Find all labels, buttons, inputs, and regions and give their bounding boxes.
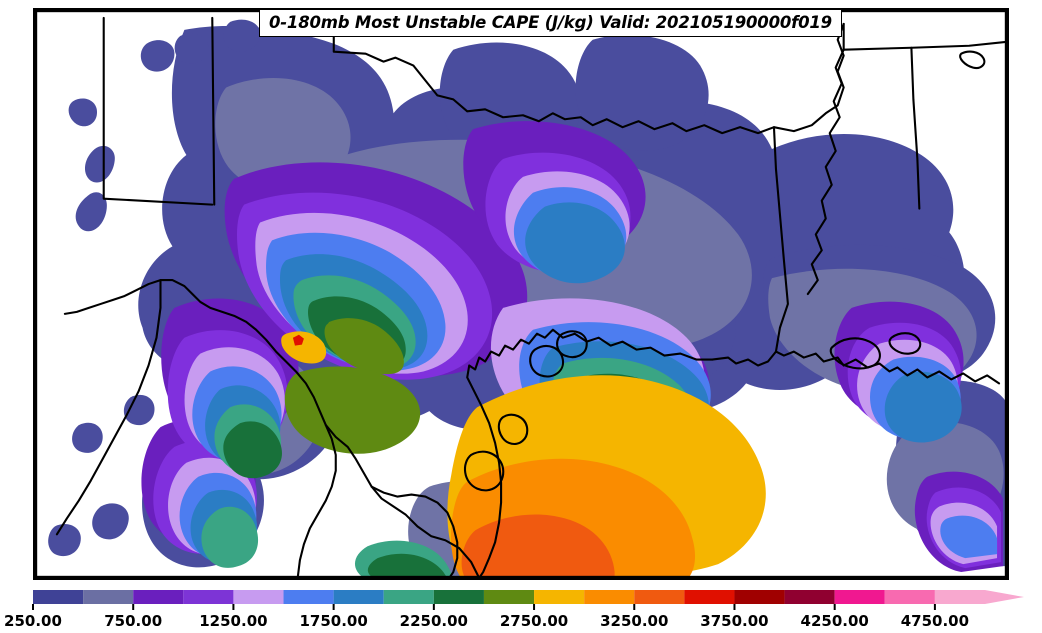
map-plot-area (33, 8, 1009, 580)
sabine-lake (556, 330, 588, 359)
coastline-texas (466, 328, 714, 578)
colorbar-segment-3750 (734, 590, 785, 604)
colorbar-label-4750: 4750.00 (901, 612, 969, 630)
colorbar-segment-500 (83, 590, 134, 604)
map-borders (55, 16, 1007, 578)
colorbar-segment-2500 (483, 590, 535, 604)
plot-title-box: 0-180mb Most Unstable CAPE (J/kg) Valid:… (259, 9, 842, 38)
contour-band-3500 (292, 334, 304, 346)
colorbar-segment-3250 (634, 590, 685, 604)
colorbar-segment-2750 (534, 590, 585, 604)
laguna-madre (463, 450, 505, 492)
colorbar-ticks (32, 604, 936, 610)
colorbar-label-3250: 3250.00 (600, 612, 668, 630)
colorbar-segment-1000 (183, 590, 234, 604)
corpus-christi-bay (497, 413, 529, 445)
colorbar-segment-1250 (233, 590, 284, 604)
colorbar-segment-4500 (884, 590, 935, 604)
colorbar-label-4250: 4250.00 (801, 612, 869, 630)
border-texas-louisiana (772, 126, 789, 353)
border-new-mexico (102, 16, 214, 206)
colorbar-segment-2250 (433, 590, 484, 604)
border-mississippi-alabama (910, 46, 921, 210)
colorbar-svg: 250.00 750.00 1250.00 1750.00 2250.00 2750.00… (4, 590, 1024, 630)
cape-contour-map (35, 10, 1007, 578)
border-us-mexico-rio-grande (63, 279, 481, 578)
colorbar-segment-4250 (834, 590, 885, 604)
colorbar: 250.00 750.00 1250.00 1750.00 2250.00 2750.00… (0, 586, 1042, 633)
colorbar-segment-750 (133, 590, 184, 604)
colorbar-segment-3500 (684, 590, 735, 604)
plot-title-text: 0-180mb Most Unstable CAPE (J/kg) Valid:… (269, 13, 832, 32)
border-mexico-state-2 (296, 424, 337, 578)
colorbar-segment-2000 (383, 590, 434, 604)
colorbar-label-250: 250.00 (4, 612, 62, 630)
colorbar-extend-max-arrow (985, 590, 1024, 604)
colorbar-segment-3000 (584, 590, 635, 604)
colorbar-segment-4000 (784, 590, 835, 604)
contour-band-3250 (461, 514, 615, 578)
colorbar-label-2250: 2250.00 (400, 612, 468, 630)
border-mississippi-river (806, 48, 845, 296)
colorbar-segment-250 (33, 590, 84, 604)
colorbar-segment-4750 (934, 590, 985, 604)
coastline-louisiana (711, 350, 1001, 385)
colorbar-tick-labels: 250.00 750.00 1250.00 1750.00 2250.00 2750.00… (4, 612, 969, 630)
colorbar-segment-1500 (283, 590, 334, 604)
coastal-lake (888, 332, 922, 355)
coastline-panhandle (959, 50, 986, 70)
colorbar-segment-1750 (333, 590, 384, 604)
border-texas-oklahoma (332, 16, 845, 135)
lake-pontchartrain (829, 337, 881, 370)
colorbar-label-1250: 1250.00 (199, 612, 267, 630)
border-mexico-state-1 (370, 485, 459, 578)
galveston-bay (529, 345, 564, 378)
colorbar-label-750: 750.00 (104, 612, 162, 630)
colorbar-segments (33, 590, 1024, 604)
colorbar-label-3750: 3750.00 (700, 612, 768, 630)
border-texas-panhandle-west (211, 16, 216, 206)
colorbar-label-2750: 2750.00 (500, 612, 568, 630)
colorbar-label-1750: 1750.00 (299, 612, 367, 630)
border-mexico-state-3 (55, 279, 162, 536)
